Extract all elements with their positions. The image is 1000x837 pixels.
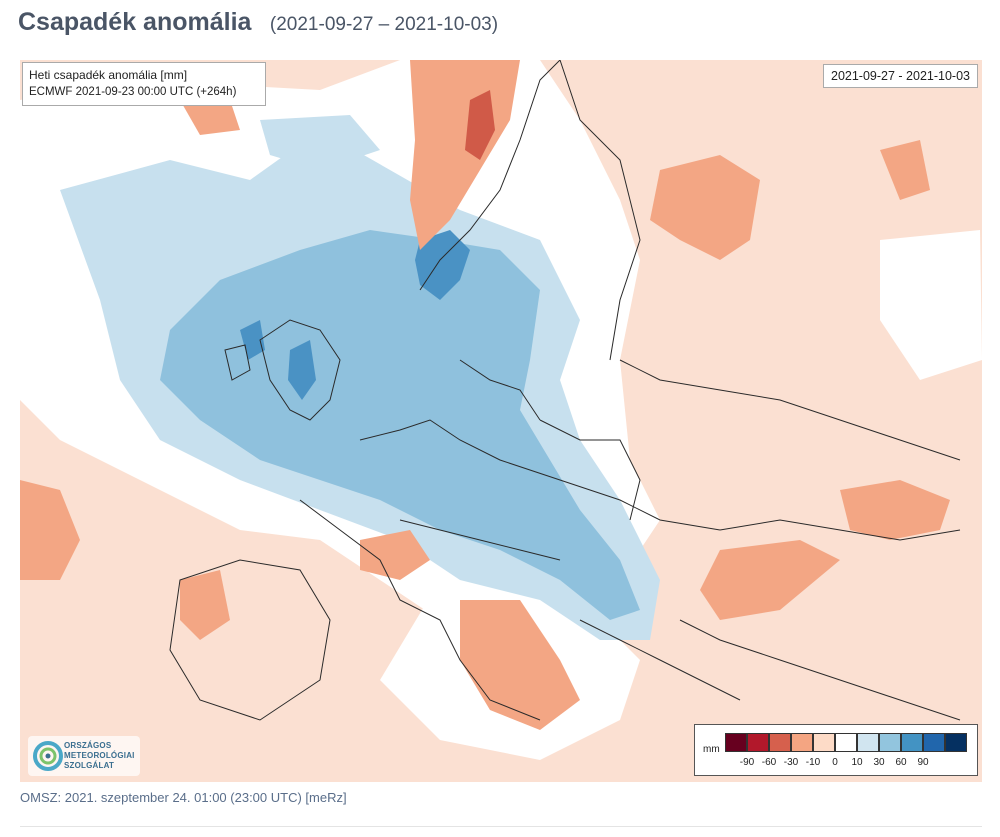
omsz-logo-line-2: METEOROLÓGIAI bbox=[64, 751, 135, 760]
omsz-logo: ORSZÁGOS METEOROLÓGIAI SZOLGÁLAT bbox=[28, 736, 140, 776]
legend-swatch bbox=[857, 733, 879, 752]
legend-swatch bbox=[879, 733, 901, 752]
legend-swatch bbox=[725, 733, 747, 752]
orange-anomaly-areas bbox=[20, 60, 950, 730]
title-date-range: (2021-09-27 – 2021-10-03) bbox=[269, 14, 499, 35]
legend-swatch bbox=[791, 733, 813, 752]
omsz-logo-line-3: SZOLGÁLAT bbox=[64, 761, 115, 770]
map-info-title: Heti csapadék anomália [mm] bbox=[29, 68, 188, 82]
legend-tick-label: -30 bbox=[783, 757, 799, 768]
color-legend: mm -90 -60 -30 -10 0 10 30 60 90 bbox=[694, 724, 978, 776]
legend-swatch bbox=[923, 733, 945, 752]
legend-tick-label: -60 bbox=[761, 757, 777, 768]
legend-swatch bbox=[901, 733, 923, 752]
legend-tick-label: 10 bbox=[851, 757, 863, 768]
page-title: Csapadék anomália (2021-09-27 – 2021-10-… bbox=[18, 8, 498, 37]
legend-tick-label: -90 bbox=[739, 757, 755, 768]
footer-divider bbox=[20, 826, 982, 827]
omsz-logo-text: ORSZÁGOS METEOROLÓGIAI SZOLGÁLAT bbox=[64, 741, 135, 771]
coastlines-borders bbox=[169, 60, 961, 721]
anomaly-map: Heti csapadék anomália [mm] ECMWF 2021-0… bbox=[20, 60, 982, 782]
red-anomaly-areas bbox=[465, 90, 495, 160]
legend-swatch bbox=[747, 733, 769, 752]
legend-tick-label: 60 bbox=[895, 757, 907, 768]
title-main: Csapadék anomália bbox=[18, 8, 252, 36]
legend-swatch bbox=[835, 733, 857, 752]
medium-blue-areas bbox=[160, 230, 640, 620]
map-info-model: ECMWF 2021-09-23 00:00 UTC (+264h) bbox=[29, 86, 237, 98]
map-canvas bbox=[20, 60, 982, 782]
legend-swatch bbox=[813, 733, 835, 752]
omsz-logo-line-1: ORSZÁGOS bbox=[64, 741, 112, 750]
footer-credit: OMSZ: 2021. szeptember 24. 01:00 (23:00 … bbox=[20, 790, 347, 805]
legend-unit: mm bbox=[703, 744, 720, 755]
map-period-label: 2021-09-27 - 2021-10-03 bbox=[823, 64, 978, 88]
legend-tick-label: 90 bbox=[917, 757, 929, 768]
deep-blue-areas bbox=[240, 230, 470, 400]
legend-swatch bbox=[769, 733, 791, 752]
legend-tick-label: -10 bbox=[805, 757, 821, 768]
legend-tick-label: 0 bbox=[832, 757, 838, 768]
legend-tick-label: 30 bbox=[873, 757, 885, 768]
legend-swatch bbox=[945, 733, 967, 752]
omsz-logo-icon bbox=[33, 741, 63, 771]
map-info-box: Heti csapadék anomália [mm] ECMWF 2021-0… bbox=[22, 62, 266, 106]
